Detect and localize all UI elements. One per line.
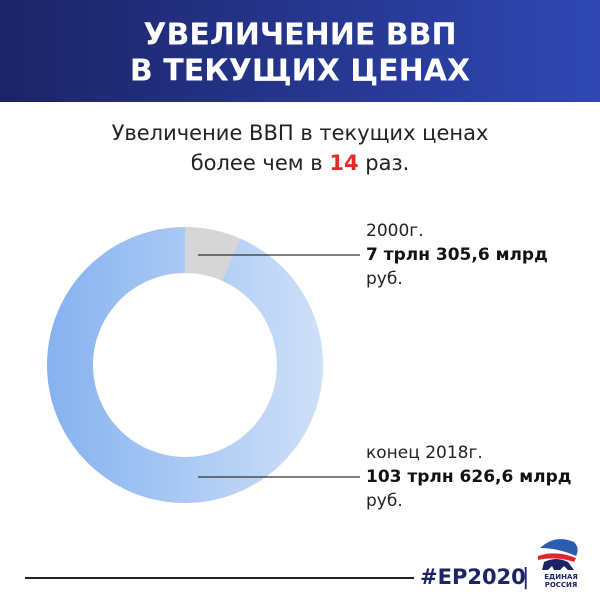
subtitle: Увеличение ВВП в текущих ценах [112, 121, 489, 145]
title-line: В ТЕКУЩИХ ЦЕНАХ [130, 54, 470, 89]
value-label: 7 трлн 305,6 млрд [366, 245, 548, 265]
value-label: 103 трлн 626,6 млрд [366, 467, 571, 487]
labels: 2000г. 7 трлн 305,6 млрд руб. конец 2018г. 1… [198, 221, 571, 511]
logo: ЕДИНАЯ РОССИЯ [538, 539, 578, 589]
slice-shade [46, 227, 323, 503]
header-band [0, 0, 600, 102]
subtitle: более чем в 14 раз. [191, 151, 410, 175]
logo-text: РОССИЯ [545, 581, 578, 589]
logo-text: ЕДИНАЯ [544, 573, 578, 581]
ratio: 14 [329, 151, 358, 175]
category-label: конец 2018г. [366, 443, 483, 463]
hashtag: #ЕР2020 [420, 565, 526, 589]
unit-label: руб. [366, 491, 403, 511]
slice [185, 227, 241, 281]
subtitle-part: более чем в [191, 151, 323, 175]
category-label: 2000г. [366, 221, 424, 241]
separator: | [522, 565, 529, 590]
unit-label: руб. [366, 269, 403, 289]
donut [46, 227, 323, 503]
title-line: УВЕЛИЧЕНИЕ ВВП [143, 18, 456, 53]
subtitle-part: раз. [365, 151, 409, 175]
